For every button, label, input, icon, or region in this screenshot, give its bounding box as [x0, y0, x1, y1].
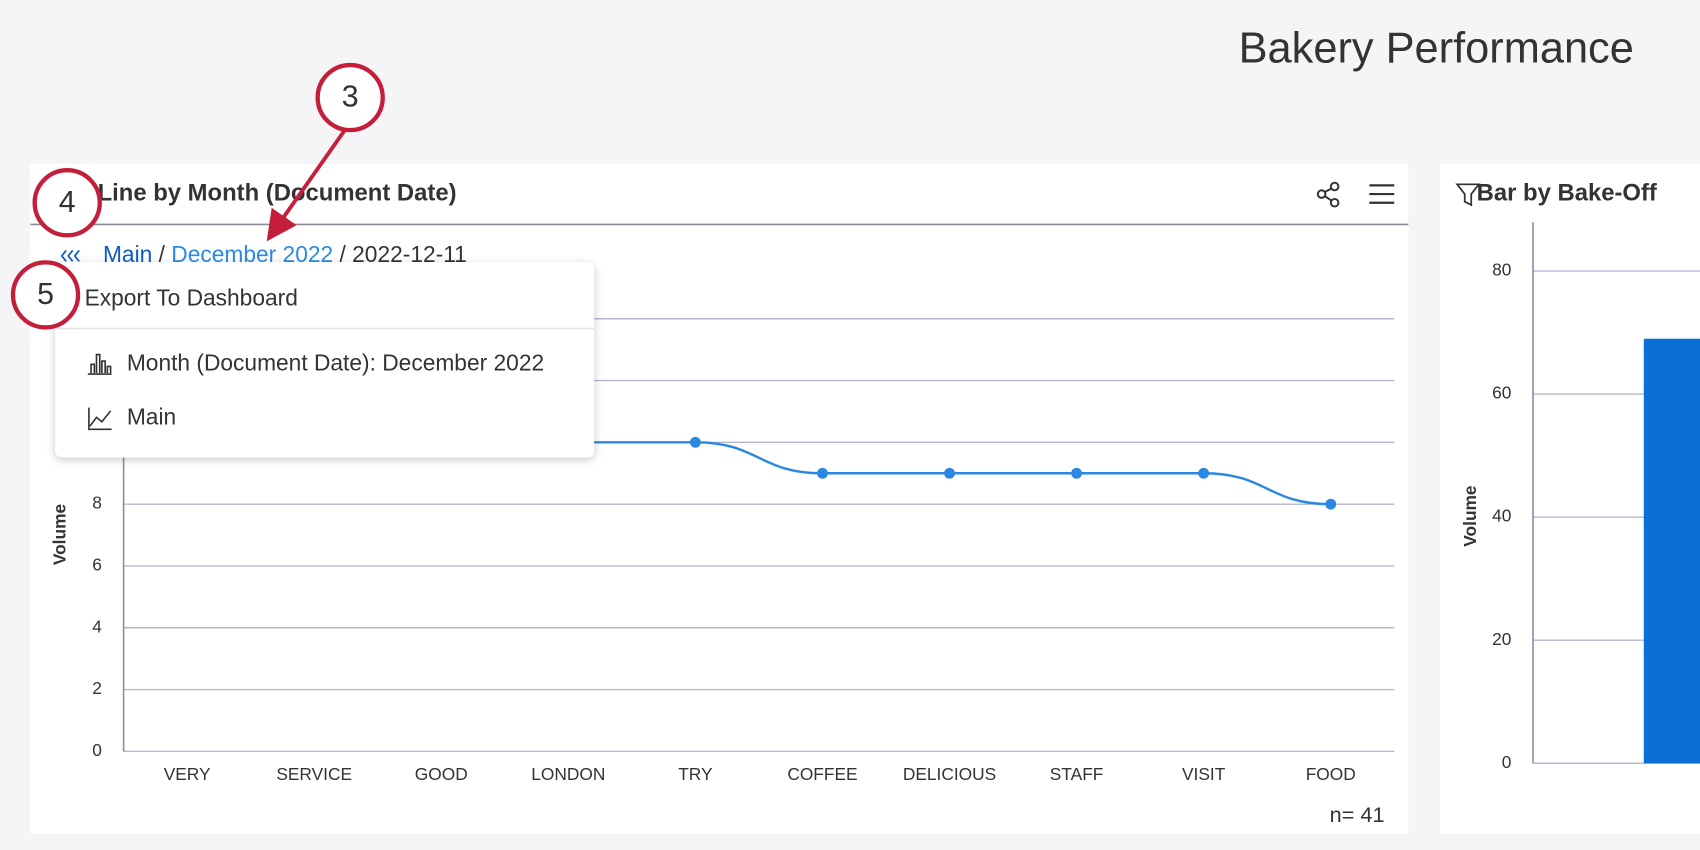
breadcrumb-separator: /	[159, 241, 166, 267]
menu-item[interactable]: Month (Document Date): December 2022	[127, 349, 544, 375]
callout-number: 5	[37, 278, 54, 311]
point	[944, 467, 955, 479]
point	[1198, 467, 1210, 479]
bar	[1643, 338, 1700, 764]
y-tick-label: 4	[92, 616, 102, 636]
y-tick-label: 20	[1492, 629, 1511, 649]
callout-circle	[315, 62, 385, 133]
breadcrumb-separator: /	[339, 241, 346, 267]
bar-chart: 0 20 40 60 80 Volume	[1460, 222, 1700, 772]
widget-title: Bar by Bake-Off	[1477, 179, 1657, 206]
menu-panel	[55, 262, 595, 458]
x-tick-label: STAFF	[1050, 764, 1104, 784]
x-tick-label: TRY	[678, 764, 713, 784]
point	[1325, 498, 1337, 510]
point	[817, 467, 828, 479]
sample-size: n= 41	[1330, 802, 1385, 827]
x-tick-label: GOOD	[415, 764, 468, 784]
widget-title: Line by Month (Document Date)	[98, 179, 457, 206]
callout-circle	[32, 168, 102, 238]
y-tick-label: 80	[1492, 260, 1511, 280]
x-tick-label: LONDON	[531, 764, 605, 784]
export-menu: Export To Dashboard Month (Document Date…	[55, 262, 595, 458]
y-tick-label: 2	[92, 678, 102, 698]
filter-icon[interactable]	[1455, 183, 1481, 207]
point	[1071, 467, 1083, 479]
y-tick-label: 0	[92, 740, 102, 760]
y-tick-label: 8	[92, 493, 102, 513]
callout-arrow	[266, 129, 347, 242]
x-tick-label: VERY	[164, 764, 211, 784]
menu-title: Export To Dashboard	[85, 284, 298, 310]
y-tick-label: 40	[1492, 506, 1511, 526]
bar-icon	[87, 353, 112, 375]
menu-icon[interactable]	[1369, 184, 1395, 204]
x-tick-label: SERVICE	[276, 764, 352, 784]
x-tick-label: FOOD	[1306, 764, 1356, 784]
dashboard-title: Bakery Performance	[1239, 24, 1634, 72]
y-axis-label: Volume	[1460, 485, 1480, 547]
callout-number: 4	[59, 186, 76, 219]
y-tick-label: 6	[92, 555, 102, 575]
y-tick-label: 60	[1492, 383, 1511, 403]
share-icon[interactable]	[1316, 181, 1340, 208]
y-tick-label: 0	[1502, 752, 1512, 772]
x-tick-label: VISIT	[1182, 764, 1226, 784]
back-icon[interactable]	[60, 249, 80, 262]
callout-circle	[10, 260, 81, 330]
callouts: 3 4 5	[10, 62, 385, 330]
point	[689, 436, 701, 448]
callout-number: 3	[342, 81, 359, 114]
x-tick-label: DELICIOUS	[903, 764, 996, 784]
menu-item[interactable]: Main	[127, 404, 176, 430]
line-icon	[88, 407, 112, 431]
x-tick-label: COFFEE	[787, 764, 857, 784]
y-axis-label: Volume	[49, 503, 69, 565]
